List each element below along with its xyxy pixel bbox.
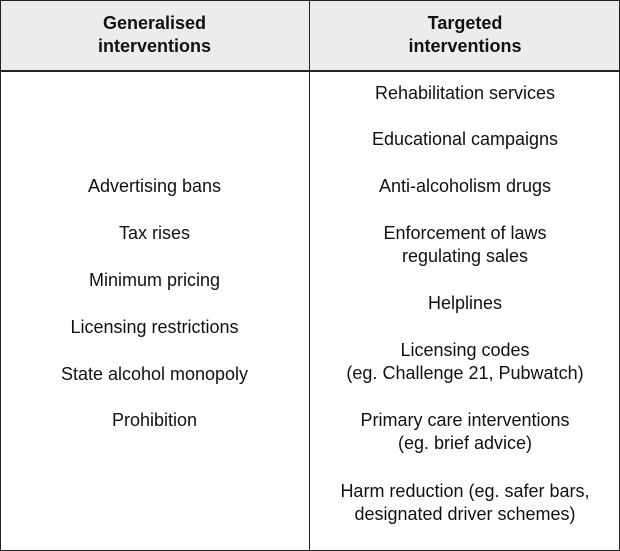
table-header-row: [0, 0, 620, 72]
targeted-item-enforcement-of-laws: Enforcement of laws regulating sales: [383, 223, 547, 266]
column-divider: [309, 0, 310, 551]
targeted-item-licensing-codes: Licensing codes (eg. Challenge 21, Pubwa…: [346, 340, 584, 383]
generalised-item-state-alcohol-monopoly: State alcohol monopoly: [60, 364, 249, 384]
targeted-item-primary-care-interventions: Primary care interventions (eg. brief ad…: [360, 410, 570, 453]
generalised-item-advertising-bans: Advertising bans: [87, 176, 222, 196]
generalised-item-licensing-restrictions: Licensing restrictions: [70, 317, 239, 337]
targeted-item-educational-campaigns: Educational campaigns: [371, 129, 559, 149]
generalised-item-prohibition: Prohibition: [111, 410, 198, 430]
targeted-item-anti-alcoholism-drugs: Anti-alcoholism drugs: [378, 176, 552, 196]
generalised-item-tax-rises: Tax rises: [118, 223, 190, 243]
header-generalised-interventions: Generalised interventions: [97, 13, 212, 56]
header-targeted-interventions: Targeted interventions: [408, 13, 522, 56]
targeted-item-rehabilitation-services: Rehabilitation services: [374, 83, 556, 103]
targeted-item-helplines: Helplines: [427, 293, 503, 313]
targeted-item-harm-reduction: Harm reduction (eg. safer bars, designat…: [340, 481, 590, 524]
generalised-item-minimum-pricing: Minimum pricing: [88, 270, 221, 290]
